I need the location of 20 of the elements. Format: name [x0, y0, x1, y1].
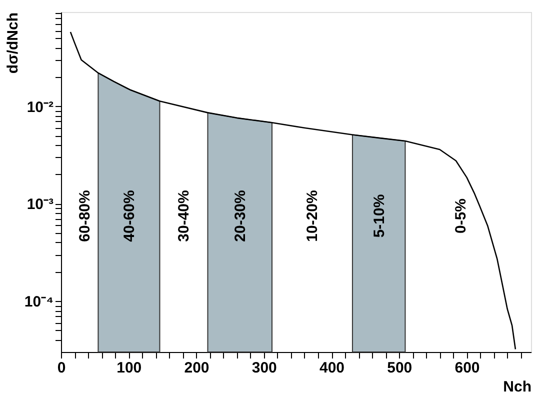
band-label: 20-30% — [232, 190, 249, 242]
annotation: 0-5% — [452, 198, 470, 234]
annotation: 30-40% — [176, 190, 193, 242]
x-tick-label: 200 — [184, 360, 210, 376]
x-tick-label: 300 — [252, 360, 277, 376]
x-tick-label: 400 — [319, 360, 345, 376]
x-axis-title: Nch — [503, 378, 532, 396]
y-tick-label: 10⁻⁴ — [24, 294, 54, 311]
band-label: 5-10% — [370, 194, 388, 238]
x-tick-label: 500 — [387, 360, 412, 376]
band-label: 40-60% — [120, 190, 138, 242]
annotation: 10-20% — [304, 190, 322, 242]
x-tick-label: 100 — [116, 360, 142, 376]
y-tick-label: 10⁻³ — [26, 196, 54, 214]
line-series — [70, 31, 516, 350]
x-tick-label: 0 — [57, 360, 66, 376]
x-tick-label: 600 — [454, 360, 480, 376]
y-tick-label: 10⁻² — [26, 98, 54, 116]
annotation: 60-80% — [76, 190, 94, 242]
y-axis-title: dσ/dNch — [4, 12, 22, 74]
